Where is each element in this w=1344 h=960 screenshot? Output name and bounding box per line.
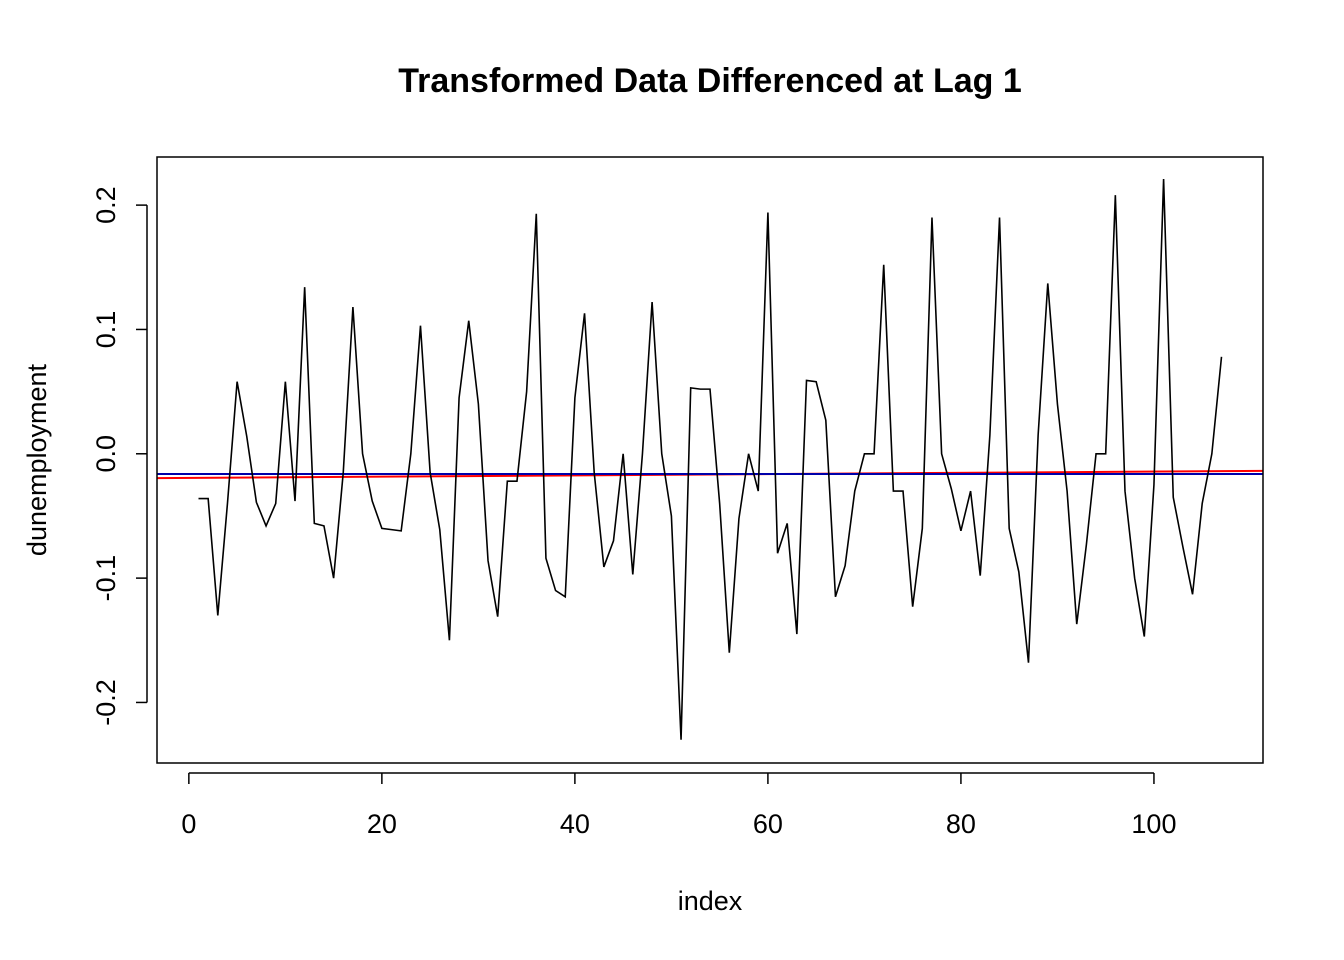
x-axis-title: index	[678, 886, 743, 916]
y-tick-label: -0.1	[91, 555, 121, 602]
y-tick-label: 0.0	[91, 435, 121, 473]
chart-title: Transformed Data Differenced at Lag 1	[398, 62, 1022, 100]
y-axis-title: dunemployment	[22, 363, 52, 556]
series-line	[198, 178, 1223, 740]
x-tick-label: 60	[753, 809, 783, 839]
plot-frame	[156, 156, 1264, 764]
x-tick-label: 20	[367, 809, 397, 839]
axes: 0 20 40 60 80 100 -0.2 -0.1 0.0 0.1 0.2	[91, 186, 1176, 839]
plot-area	[156, 178, 1264, 740]
x-tick-label: 100	[1131, 809, 1176, 839]
x-tick-label: 0	[181, 809, 196, 839]
x-tick-label: 40	[560, 809, 590, 839]
y-tick-label: 0.1	[91, 311, 121, 349]
y-tick-label: -0.2	[91, 679, 121, 726]
x-tick-label: 80	[946, 809, 976, 839]
y-tick-label: 0.2	[91, 186, 121, 224]
